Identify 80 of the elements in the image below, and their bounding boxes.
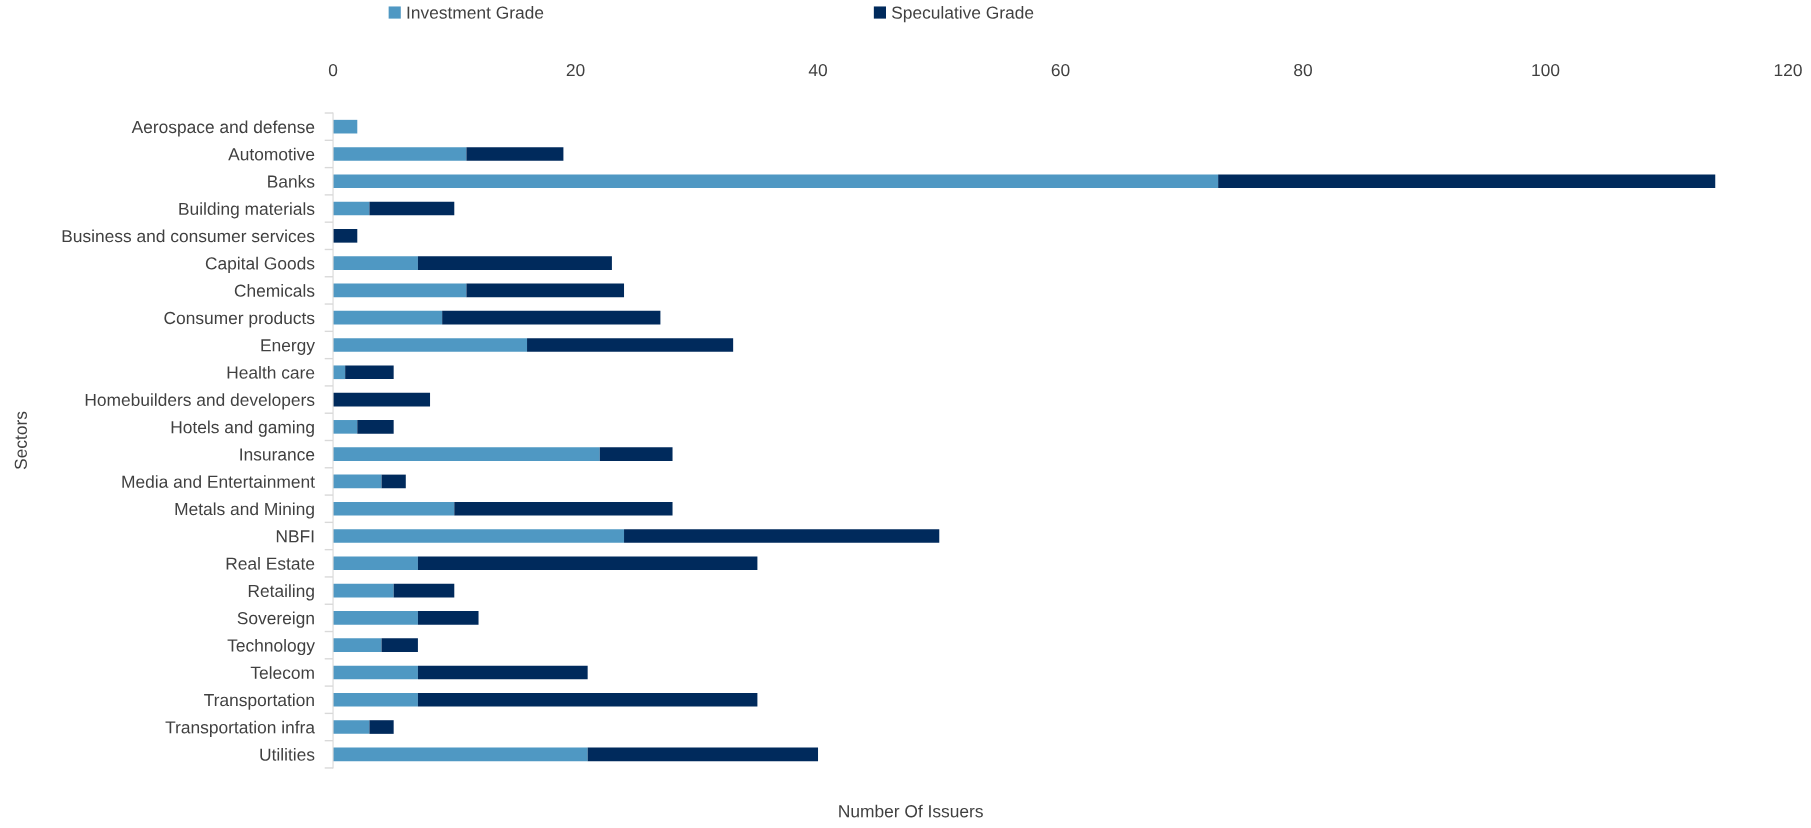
bar [369, 720, 394, 734]
x-tick-label: 80 [1294, 63, 1312, 77]
bar [624, 529, 940, 543]
x-axis-title: Number Of Issuers [839, 804, 983, 818]
bar [333, 556, 418, 571]
y-tick-label: Utilities [260, 748, 315, 761]
y-tick-label: Aerospace and defense [131, 120, 315, 137]
bar [357, 420, 394, 434]
bar [333, 365, 346, 380]
bar [333, 474, 382, 489]
bar [333, 720, 370, 734]
y-tick-label: Energy [261, 339, 315, 355]
x-tick-label: 40 [808, 63, 828, 77]
y-tick-label: Insurance [240, 448, 315, 461]
bar [333, 229, 358, 243]
bar [333, 583, 394, 598]
bar [333, 447, 600, 461]
bar [599, 447, 673, 461]
y-tick-label: Banks [268, 174, 315, 188]
y-tick-label: Building materials [179, 202, 315, 219]
bar [527, 338, 734, 352]
bar [381, 638, 418, 652]
bar [466, 147, 564, 161]
bar [369, 201, 455, 216]
y-tick-label: NBFI [276, 530, 314, 543]
bar [417, 611, 479, 625]
x-tick-label: 0 [328, 63, 338, 77]
x-tick-label: 120 [1774, 63, 1802, 77]
bar [417, 692, 758, 707]
y-tick-label: Transportation [204, 693, 314, 710]
bar [333, 201, 370, 216]
bar [333, 147, 467, 161]
bar [381, 474, 406, 489]
legend-label: Speculative Grade [891, 6, 1034, 23]
bar [454, 501, 673, 516]
x-tick-label: 100 [1532, 63, 1560, 77]
bar [442, 310, 661, 325]
y-tick-label: Consumer products [164, 311, 315, 328]
bar [333, 529, 625, 543]
y-tick-label: Retailing [248, 584, 314, 601]
bar [333, 119, 358, 134]
bar [333, 611, 418, 625]
bar [333, 665, 418, 680]
y-tick-label: Technology [227, 638, 315, 656]
y-tick-label: Homebuilders and developers [85, 393, 315, 410]
y-tick-label: Capital Goods [205, 256, 315, 274]
bar [333, 420, 358, 434]
bar [333, 501, 455, 516]
y-tick-label: Hotels and gaming [171, 420, 314, 437]
legend-label: Investment Grade [407, 6, 544, 19]
bar [417, 665, 588, 680]
y-tick-label: Metals and Mining [175, 502, 314, 519]
y-tick-label: Health care [227, 365, 315, 379]
bar [333, 174, 1219, 189]
bar [417, 556, 758, 571]
y-tick-label: Automotive [228, 147, 315, 161]
bar [333, 747, 588, 762]
y-tick-label: Chemicals [234, 284, 315, 297]
bar [393, 583, 455, 598]
bar [466, 283, 625, 298]
y-tick-label: Telecom [250, 666, 314, 679]
y-tick-label: Media and Entertainment [122, 475, 315, 488]
bar [417, 256, 612, 270]
bar [1218, 174, 1716, 189]
bar [333, 692, 418, 707]
bar [333, 392, 431, 407]
x-tick-label: 60 [1051, 63, 1070, 77]
bar [333, 310, 443, 325]
y-tick-label: Transportation infra [165, 720, 315, 737]
x-tick-label: 20 [566, 63, 585, 77]
bar [333, 256, 418, 270]
y-tick-label: Real Estate [226, 557, 315, 570]
y-tick-label: Business and consumer services [62, 229, 315, 243]
bar [345, 365, 394, 380]
bar [333, 638, 382, 652]
y-axis-title: Sectors [14, 411, 27, 470]
bar [333, 283, 467, 298]
bar [333, 338, 528, 352]
y-tick-label: Sovereign [237, 611, 314, 628]
bar [587, 747, 819, 762]
